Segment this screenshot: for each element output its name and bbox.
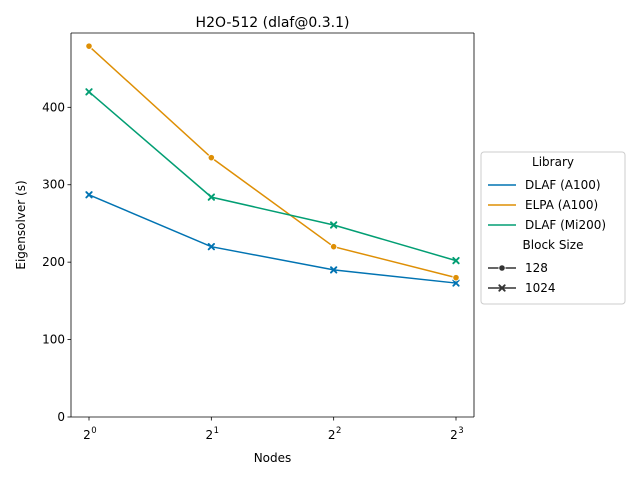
y-tick-label: 0 (57, 410, 65, 424)
legend-style-marker (498, 264, 506, 272)
marker-x-stroke (330, 221, 338, 229)
axes-frame (70, 32, 475, 418)
y-tick-label: 200 (42, 255, 65, 269)
legend: Library DLAF (A100) ELPA (A100) DLAF (Mi200… (480, 151, 626, 305)
marker-x-stroke (452, 279, 460, 287)
x-tick-exponent: 2 (336, 426, 341, 436)
data-point (452, 256, 460, 265)
legend-box (480, 151, 626, 305)
series-line (88, 194, 457, 284)
x-tick-exponent: 3 (458, 426, 463, 436)
marker-x-stroke (330, 266, 338, 274)
x-tick-base: 2 (450, 428, 458, 442)
data-point (452, 274, 460, 282)
legend-style-marker (498, 284, 506, 292)
data-point (85, 88, 93, 96)
y-axis-label: Eigensolver (s) (14, 180, 28, 269)
data-point (207, 193, 215, 201)
legend-style-label: 1024 (525, 281, 556, 295)
x-tick-exponent: 0 (91, 426, 96, 436)
legend-entry-label: ELPA (A100) (525, 198, 598, 212)
series-dlaf-a100 (85, 191, 460, 287)
marker-x-stroke (85, 191, 93, 199)
plot-area (71, 33, 474, 417)
data-point (330, 221, 338, 229)
y-axis-ticks: 0 100 200 300 400 (42, 100, 71, 424)
data-point (85, 42, 93, 50)
data-point (207, 154, 215, 162)
data-point (330, 243, 338, 251)
data-point (452, 279, 460, 287)
marker-x-stroke (85, 88, 93, 96)
x-tick-exponent: 1 (214, 426, 219, 436)
x-tick-base: 2 (328, 428, 336, 442)
chart-title: H2O-512 (dlaf@0.3.1) (196, 15, 350, 31)
marker-x-stroke (207, 193, 215, 201)
y-tick-label: 300 (42, 178, 65, 192)
series-line (88, 91, 457, 262)
series-layer (85, 42, 460, 287)
x-tick-base: 2 (83, 428, 91, 442)
y-tick-label: 100 (42, 333, 65, 347)
data-point (85, 191, 93, 199)
legend-style-label: 128 (525, 261, 548, 275)
legend-hue-title: Library (532, 155, 574, 169)
legend-style-title: Block Size (523, 238, 584, 252)
marker-x-stroke (452, 256, 460, 265)
marker-x-stroke (498, 284, 506, 292)
x-axis-label: Nodes (254, 451, 292, 465)
marker-x-stroke (207, 243, 215, 251)
x-tick-base: 2 (206, 428, 214, 442)
legend-entry-label: DLAF (Mi200) (525, 218, 606, 232)
legend-entry-label: DLAF (A100) (525, 178, 601, 192)
y-tick-label: 400 (42, 100, 65, 114)
data-point (330, 266, 338, 274)
series-line (88, 45, 457, 279)
series-elpa-a100 (85, 42, 460, 282)
data-point (207, 243, 215, 251)
series-dlaf-mi200 (85, 88, 460, 265)
